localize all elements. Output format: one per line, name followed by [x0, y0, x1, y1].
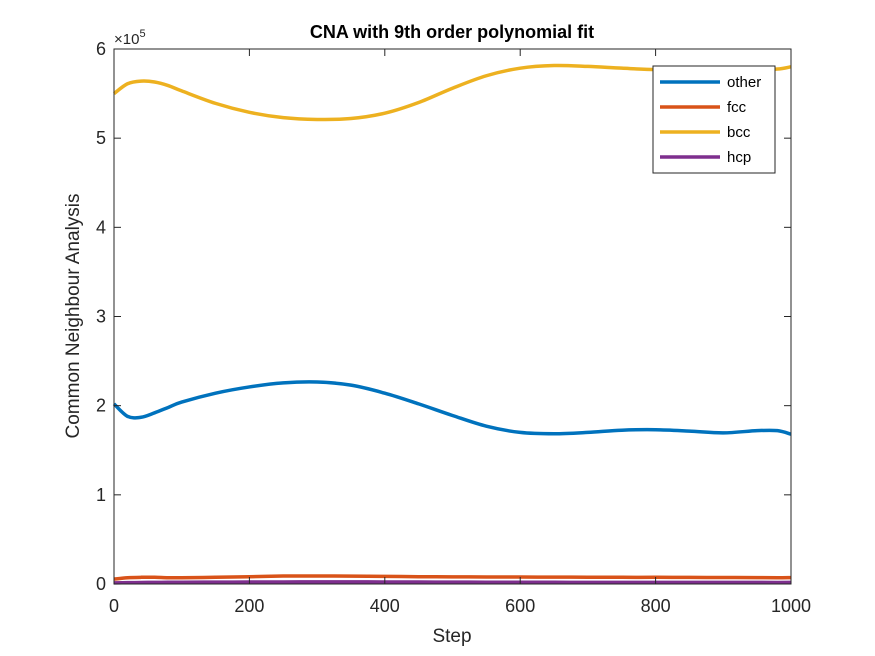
legend: other fcc bcc hcp [652, 65, 776, 174]
y-tick-label: 2 [96, 396, 106, 416]
y-multiplier-label: ×105 [114, 28, 146, 48]
x-tick-label: 200 [234, 596, 264, 616]
x-tick-label: 600 [505, 596, 535, 616]
y-tick-label: 3 [96, 307, 106, 327]
x-tick-label: 800 [641, 596, 671, 616]
ticks-layer [113, 48, 792, 585]
y-multiplier-base: ×10 [114, 31, 139, 48]
series-line-fcc [113, 574, 792, 581]
y-tick-label: 1 [96, 485, 106, 505]
y-tick-label: 5 [96, 128, 106, 148]
legend-label-bcc: bcc [727, 124, 751, 141]
legend-label-other: other [727, 74, 761, 91]
legend-label-fcc: fcc [727, 99, 747, 116]
series-line-hcp [113, 580, 792, 585]
legend-entries: other fcc bcc hcp [660, 74, 761, 166]
legend-box [652, 65, 776, 174]
x-axis-label: Step [432, 626, 471, 647]
legend-label-hcp: hcp [727, 149, 751, 166]
chart-title: CNA with 9th order polynomial fit [310, 22, 594, 42]
y-multiplier-exponent: 5 [139, 28, 145, 40]
y-tick-label: 0 [96, 574, 106, 594]
x-tick-label: 400 [370, 596, 400, 616]
x-tick-label: 1000 [771, 596, 811, 616]
y-axis-label: Common Neighbour Analysis [63, 193, 84, 438]
y-tick-label: 6 [96, 39, 106, 59]
x-tick-label: 0 [109, 596, 119, 616]
labels-layer: 0 200 400 600 800 1000 0 1 2 3 4 5 6 [96, 39, 811, 616]
y-tick-label: 4 [96, 217, 106, 237]
series-line-other [112, 380, 792, 436]
